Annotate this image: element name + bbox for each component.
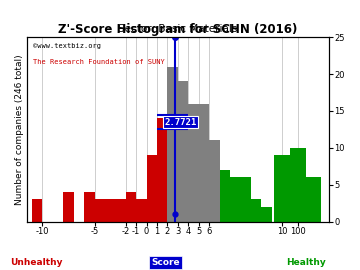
Bar	[306, 177, 321, 222]
Bar	[105, 200, 115, 222]
Bar	[178, 82, 188, 222]
Bar	[136, 200, 147, 222]
Bar	[199, 104, 209, 222]
Bar	[167, 67, 178, 222]
Bar	[240, 177, 251, 222]
Text: The Research Foundation of SUNY: The Research Foundation of SUNY	[33, 59, 165, 65]
Y-axis label: Number of companies (246 total): Number of companies (246 total)	[15, 54, 24, 205]
Bar	[188, 104, 199, 222]
Bar	[157, 118, 167, 222]
Bar	[115, 200, 126, 222]
Bar	[209, 140, 220, 222]
Bar	[126, 192, 136, 222]
Text: 2.7721: 2.7721	[165, 117, 197, 127]
Title: Z'-Score Histogram for SCHN (2016): Z'-Score Histogram for SCHN (2016)	[58, 23, 298, 36]
Bar	[274, 155, 290, 222]
Bar	[147, 155, 157, 222]
Bar	[32, 200, 42, 222]
Bar	[220, 170, 230, 222]
Text: Healthy: Healthy	[286, 258, 326, 267]
Bar	[251, 200, 261, 222]
Bar	[290, 148, 306, 222]
Text: Score: Score	[151, 258, 180, 267]
Bar	[63, 192, 74, 222]
Bar	[261, 207, 272, 222]
Bar	[84, 192, 95, 222]
Bar	[230, 177, 240, 222]
Text: Sector: Basic Materials: Sector: Basic Materials	[118, 23, 238, 33]
Bar	[95, 200, 105, 222]
Text: Unhealthy: Unhealthy	[10, 258, 62, 267]
Text: ©www.textbiz.org: ©www.textbiz.org	[33, 43, 101, 49]
